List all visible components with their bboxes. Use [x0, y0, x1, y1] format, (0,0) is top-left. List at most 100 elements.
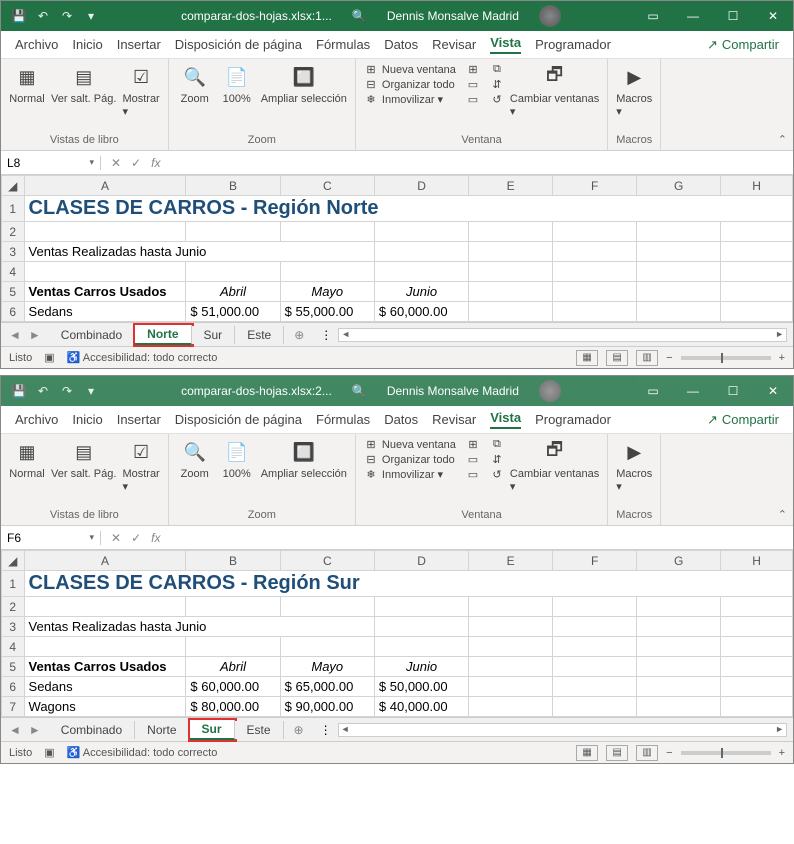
- cell[interactable]: [553, 677, 637, 697]
- arrange-all-button[interactable]: ⊟Organizar todo: [364, 453, 456, 466]
- tab-next-icon[interactable]: ►: [29, 723, 41, 737]
- sheet-tab-combinado[interactable]: Combinado: [49, 326, 135, 344]
- tab-prev-icon[interactable]: ◄: [9, 723, 21, 737]
- cell[interactable]: $ 40,000.00: [374, 697, 468, 717]
- cell[interactable]: [374, 242, 468, 262]
- cell[interactable]: CLASES DE CARROS - Región Norte: [24, 196, 792, 222]
- zoom100-button[interactable]: 📄100%: [219, 63, 255, 105]
- close-icon[interactable]: ✕: [753, 1, 793, 31]
- cell[interactable]: [721, 697, 793, 717]
- pagelayout-view-icon[interactable]: ▤: [606, 745, 628, 761]
- h-scrollbar[interactable]: [338, 723, 787, 737]
- cell[interactable]: [721, 637, 793, 657]
- cell[interactable]: [186, 637, 280, 657]
- search-icon[interactable]: 🔍: [352, 384, 367, 398]
- cell[interactable]: [280, 597, 374, 617]
- enter-icon[interactable]: ✓: [131, 531, 141, 545]
- cell[interactable]: [553, 282, 637, 302]
- row-header-5[interactable]: 5: [2, 282, 25, 302]
- sheet-tab-sur[interactable]: Sur: [190, 720, 235, 740]
- sheet-tab-este[interactable]: Este: [235, 721, 284, 739]
- cell[interactable]: [637, 242, 721, 262]
- zoom-slider[interactable]: [681, 356, 771, 360]
- menu-insertar[interactable]: Insertar: [117, 37, 161, 52]
- row-header-4[interactable]: 4: [2, 262, 25, 282]
- save-icon[interactable]: 💾: [9, 9, 29, 23]
- freeze-panes-button[interactable]: ❄Inmovilizar ▾: [364, 468, 456, 481]
- menu-datos[interactable]: Datos: [384, 412, 418, 427]
- col-header-F[interactable]: F: [553, 551, 637, 571]
- pagebreak-view-button[interactable]: ▤Ver salt. Pág.: [51, 63, 116, 105]
- select-all[interactable]: ◢: [2, 551, 25, 571]
- share-button[interactable]: Compartir: [707, 37, 779, 53]
- cancel-icon[interactable]: ✕: [111, 156, 121, 170]
- zoom-out-icon[interactable]: −: [666, 747, 672, 759]
- row-header-2[interactable]: 2: [2, 222, 25, 242]
- cell[interactable]: [374, 637, 468, 657]
- cell[interactable]: $ 65,000.00: [280, 677, 374, 697]
- freeze-panes-button[interactable]: ❄Inmovilizar ▾: [364, 93, 456, 106]
- cell[interactable]: [469, 697, 553, 717]
- avatar[interactable]: [539, 5, 561, 27]
- cell[interactable]: [637, 597, 721, 617]
- col-header-A[interactable]: A: [24, 551, 186, 571]
- collapse-ribbon-icon[interactable]: ⌃: [778, 508, 787, 521]
- show-button[interactable]: ☑Mostrar▾: [122, 438, 159, 493]
- redo-icon[interactable]: ↷: [57, 384, 77, 398]
- cell[interactable]: [553, 697, 637, 717]
- col-header-H[interactable]: H: [721, 551, 793, 571]
- row-header-1[interactable]: 1: [2, 196, 25, 222]
- cell[interactable]: [553, 302, 637, 322]
- show-button[interactable]: ☑Mostrar▾: [122, 63, 159, 118]
- hide-button[interactable]: ▭: [466, 453, 480, 466]
- col-header-B[interactable]: B: [186, 551, 280, 571]
- cell[interactable]: [24, 222, 186, 242]
- row-header-7[interactable]: 7: [2, 697, 25, 717]
- row-header-1[interactable]: 1: [2, 571, 25, 597]
- new-window-button[interactable]: ⊞Nueva ventana: [364, 438, 456, 451]
- ribbon-mode-icon[interactable]: ▭: [633, 1, 673, 31]
- cell[interactable]: [637, 657, 721, 677]
- zoom100-button[interactable]: 📄100%: [219, 438, 255, 480]
- fx-icon[interactable]: fx: [151, 156, 160, 170]
- cell[interactable]: [637, 282, 721, 302]
- col-header-B[interactable]: B: [186, 176, 280, 196]
- split-button[interactable]: ⊞: [466, 63, 480, 76]
- cell[interactable]: Sedans: [24, 677, 186, 697]
- cell[interactable]: Sedans: [24, 302, 186, 322]
- minimize-icon[interactable]: —: [673, 1, 713, 31]
- row-header-6[interactable]: 6: [2, 302, 25, 322]
- normal-view-icon[interactable]: ▦: [576, 745, 598, 761]
- cell[interactable]: [553, 597, 637, 617]
- cell[interactable]: Wagons: [24, 697, 186, 717]
- unhide-button[interactable]: ▭: [466, 93, 480, 106]
- row-header-3[interactable]: 3: [2, 617, 25, 637]
- cell[interactable]: Ventas Carros Usados: [24, 282, 186, 302]
- col-header-D[interactable]: D: [374, 551, 468, 571]
- menu-insertar[interactable]: Insertar: [117, 412, 161, 427]
- cell[interactable]: [553, 657, 637, 677]
- zoom-selection-button[interactable]: 🔲Ampliar selección: [261, 63, 347, 105]
- cell[interactable]: [553, 617, 637, 637]
- cell[interactable]: [469, 657, 553, 677]
- cell[interactable]: [721, 657, 793, 677]
- cell[interactable]: [721, 302, 793, 322]
- cell[interactable]: [374, 597, 468, 617]
- macros-button[interactable]: ▶Macros▾: [616, 438, 652, 493]
- enter-icon[interactable]: ✓: [131, 156, 141, 170]
- cell[interactable]: [637, 302, 721, 322]
- normal-view-button[interactable]: ▦Normal: [9, 63, 45, 105]
- arrange-all-button[interactable]: ⊟Organizar todo: [364, 78, 456, 91]
- menu-programador[interactable]: Programador: [535, 412, 611, 427]
- cell[interactable]: Abril: [186, 657, 280, 677]
- cell[interactable]: [637, 262, 721, 282]
- menu-archivo[interactable]: Archivo: [15, 412, 58, 427]
- cell[interactable]: [469, 282, 553, 302]
- switch-windows-button[interactable]: 🗗Cambiar ventanas▾: [510, 63, 599, 118]
- qat-more-icon[interactable]: ▾: [81, 384, 101, 398]
- menu-archivo[interactable]: Archivo: [15, 37, 58, 52]
- macro-record-icon[interactable]: ▣: [44, 351, 54, 364]
- cell[interactable]: $ 60,000.00: [186, 677, 280, 697]
- share-button[interactable]: Compartir: [707, 412, 779, 428]
- reset-pos-button[interactable]: ↺: [490, 93, 504, 106]
